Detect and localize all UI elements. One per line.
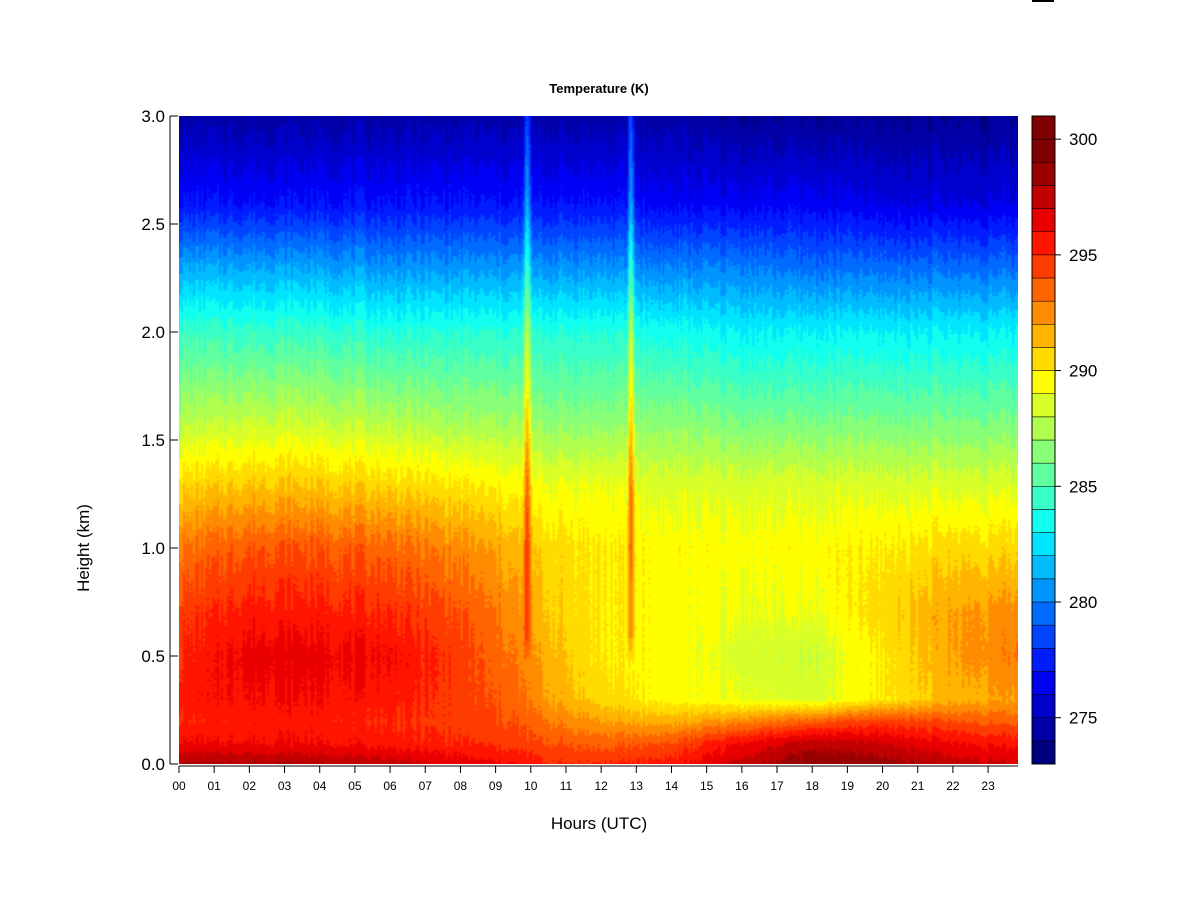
- colorbar-tick-label: 295: [1069, 246, 1097, 265]
- colorbar-segment: [1031, 555, 1056, 580]
- x-tick-label: 23: [981, 779, 995, 793]
- x-tick-label: 10: [524, 779, 538, 793]
- x-tick-label: 15: [700, 779, 714, 793]
- colorbar-segment: [1031, 462, 1056, 487]
- colorbar-segment: [1031, 393, 1056, 418]
- colorbar-segment: [1031, 624, 1056, 649]
- x-tick-label: 17: [770, 779, 784, 793]
- x-tick-label: 02: [243, 779, 257, 793]
- x-tick-label: 04: [313, 779, 327, 793]
- colorbar-segment: [1031, 324, 1056, 348]
- colorbar-segment: [1031, 138, 1056, 163]
- x-tick-label: 01: [207, 779, 221, 793]
- heatmap-image: [179, 116, 1018, 764]
- x-tick-label: 00: [172, 779, 186, 793]
- x-axis-label: Hours (UTC): [551, 814, 647, 833]
- x-tick-label: 20: [876, 779, 890, 793]
- colorbar-segment: [1031, 277, 1056, 302]
- x-tick-label: 13: [630, 779, 644, 793]
- colorbar-segment: [1031, 648, 1056, 672]
- colorbar-segment: [1031, 185, 1056, 209]
- colorbar-tick-label: 300: [1069, 130, 1097, 149]
- colorbar-tick-label: 285: [1069, 477, 1097, 496]
- x-tick-label: 22: [946, 779, 960, 793]
- colorbar-segment: [1031, 300, 1056, 325]
- colorbar-segment: [1031, 115, 1056, 140]
- colorbar: 275 280 285 290 295 300: [1031, 115, 1097, 765]
- y-tick-label: 2.0: [141, 323, 165, 342]
- y-tick-label: 2.5: [141, 215, 165, 234]
- colorbar-segment: [1031, 601, 1056, 626]
- colorbar-segment: [1031, 671, 1056, 695]
- plot-area: [179, 116, 1018, 764]
- y-tick-label: 1.5: [141, 431, 165, 450]
- x-tick-label: 05: [348, 779, 362, 793]
- colorbar-segment: [1031, 370, 1056, 394]
- colorbar-segment: [1031, 231, 1056, 256]
- colorbar-tick-label: 290: [1069, 362, 1097, 381]
- x-tick-label: 07: [419, 779, 433, 793]
- x-tick-label: 18: [806, 779, 820, 793]
- x-tick-label: 21: [911, 779, 925, 793]
- colorbar-segment: [1031, 162, 1056, 186]
- colorbar-tick-label: 275: [1069, 709, 1097, 728]
- x-tick-label: 12: [594, 779, 608, 793]
- colorbar-segment: [1031, 578, 1056, 603]
- x-tick-label: 06: [383, 779, 397, 793]
- colorbar-segment: [1031, 208, 1056, 232]
- y-tick-label: 0.0: [141, 755, 165, 774]
- colorbar-segment: [1031, 254, 1056, 279]
- colorbar-segment: [1031, 486, 1056, 510]
- y-tick-label: 1.0: [141, 539, 165, 558]
- colorbar-segment: [1031, 532, 1056, 556]
- colorbar-frame: [1031, 115, 1056, 765]
- colorbar-segment: [1031, 694, 1056, 718]
- y-axis-label: Height (km): [74, 504, 93, 592]
- x-tick-label: 11: [560, 779, 573, 793]
- x-tick-label: 19: [841, 779, 855, 793]
- x-tick-label: 14: [665, 779, 679, 793]
- y-axis: 0.0 0.5 1.0 1.5 2.0 2.5 3.0: [141, 107, 178, 774]
- colorbar-segment: [1031, 416, 1056, 441]
- x-tick-label: 16: [735, 779, 749, 793]
- y-tick-label: 3.0: [141, 107, 165, 126]
- colorbar-segment: [1031, 439, 1056, 464]
- x-axis: 00 01 02 03 04 05 06 07 08 09 10 11 12 13 14 15 16 17 18 19…: [172, 765, 1018, 793]
- colorbar-tick-label: 280: [1069, 593, 1097, 612]
- colorbar-segment: [1031, 509, 1056, 533]
- colorbar-segment: [1031, 347, 1056, 371]
- colorbar-segment: [1031, 740, 1056, 765]
- y-tick-label: 0.5: [141, 647, 165, 666]
- colorbar-segment: [1031, 717, 1056, 742]
- corner-mark: [1032, 0, 1054, 2]
- chart-title: Temperature (K): [549, 81, 648, 96]
- x-tick-label: 08: [454, 779, 468, 793]
- x-tick-label: 09: [489, 779, 503, 793]
- x-tick-label: 03: [278, 779, 292, 793]
